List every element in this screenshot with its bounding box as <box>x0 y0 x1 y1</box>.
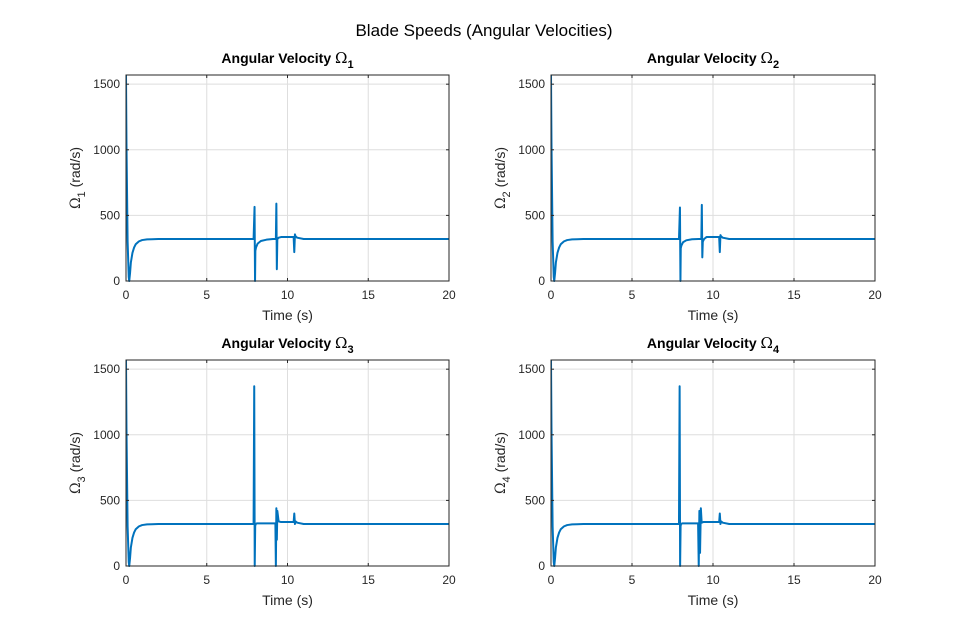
ylabel-subscript: 2 <box>501 191 513 197</box>
x-tick-label: 10 <box>706 288 720 302</box>
x-tick-label: 10 <box>281 573 295 587</box>
y-tick-label: 1000 <box>518 428 545 442</box>
x-tick-label: 0 <box>548 573 555 587</box>
omega-symbol: Ω <box>335 49 347 67</box>
x-axis-label: Time (s) <box>688 307 739 323</box>
y-tick-label: 500 <box>100 208 120 222</box>
x-tick-label: 5 <box>629 288 636 302</box>
x-axis-label: Time (s) <box>688 592 739 608</box>
ylabel-unit: (rad/s) <box>67 432 83 476</box>
ylabel-unit: (rad/s) <box>492 147 508 191</box>
ylabel-subscript: 3 <box>76 476 88 482</box>
ylabel-subscript: 1 <box>76 191 88 197</box>
title-subscript: 4 <box>773 344 780 356</box>
series-line-omega1 <box>126 74 449 282</box>
subplot-title: Angular Velocity Ω2 <box>647 49 779 71</box>
y-tick-label: 0 <box>538 274 545 288</box>
subplot-title: Angular Velocity Ω4 <box>647 334 780 356</box>
x-tick-label: 10 <box>706 573 720 587</box>
ylabel-unit: (rad/s) <box>492 432 508 476</box>
subplot-title-text: Angular Velocity <box>647 50 761 66</box>
x-tick-label: 20 <box>442 573 456 587</box>
ylabel-omega: Ω <box>68 197 84 209</box>
y-tick-label: 500 <box>525 493 545 507</box>
ylabel-omega: Ω <box>68 482 84 494</box>
y-tick-label: 1500 <box>518 362 545 376</box>
y-tick-label: 0 <box>538 559 545 573</box>
y-tick-label: 1500 <box>93 77 120 91</box>
omega-symbol: Ω <box>761 49 773 67</box>
x-tick-label: 5 <box>203 573 210 587</box>
x-tick-label: 20 <box>442 288 456 302</box>
subplot-title: Angular Velocity Ω1 <box>221 49 353 71</box>
x-tick-label: 20 <box>868 573 882 587</box>
x-tick-label: 0 <box>548 288 555 302</box>
title-subscript: 3 <box>347 344 353 356</box>
y-tick-label: 0 <box>113 559 120 573</box>
y-tick-label: 1000 <box>518 143 545 157</box>
y-tick-label: 1500 <box>518 77 545 91</box>
figure-title: Blade Speeds (Angular Velocities) <box>355 21 612 40</box>
y-axis-label: Ω3 (rad/s) <box>67 432 88 494</box>
subplot-title: Angular Velocity Ω3 <box>221 334 353 356</box>
y-tick-label: 500 <box>525 208 545 222</box>
x-tick-label: 15 <box>362 288 376 302</box>
y-tick-label: 1000 <box>93 428 120 442</box>
ylabel-subscript: 4 <box>501 476 513 482</box>
y-axis-label: Ω4 (rad/s) <box>492 432 513 494</box>
y-axis-label: Ω2 (rad/s) <box>492 147 513 209</box>
series-line-omega2 <box>551 74 875 282</box>
omega-symbol: Ω <box>335 334 347 352</box>
title-subscript: 2 <box>773 59 779 71</box>
x-axis-label: Time (s) <box>262 307 313 323</box>
omega-symbol: Ω <box>761 334 773 352</box>
x-tick-label: 0 <box>123 573 130 587</box>
x-tick-label: 5 <box>629 573 636 587</box>
ylabel-omega: Ω <box>493 197 509 209</box>
y-axis-label: Ω1 (rad/s) <box>67 147 88 209</box>
y-tick-label: 500 <box>100 493 120 507</box>
x-tick-label: 15 <box>362 573 376 587</box>
x-tick-label: 20 <box>868 288 882 302</box>
series-line-omega4 <box>551 359 875 567</box>
ylabel-unit: (rad/s) <box>67 147 83 191</box>
x-tick-label: 5 <box>203 288 210 302</box>
ylabel-omega: Ω <box>493 482 509 494</box>
title-subscript: 1 <box>347 59 353 71</box>
subplot-title-text: Angular Velocity <box>647 335 761 351</box>
x-tick-label: 15 <box>787 288 801 302</box>
x-tick-label: 0 <box>123 288 130 302</box>
y-tick-label: 0 <box>113 274 120 288</box>
subplot-title-text: Angular Velocity <box>221 50 335 66</box>
x-axis-label: Time (s) <box>262 592 313 608</box>
y-tick-label: 1000 <box>93 143 120 157</box>
subplot-title-text: Angular Velocity <box>221 335 335 351</box>
x-tick-label: 10 <box>281 288 295 302</box>
y-tick-label: 1500 <box>93 362 120 376</box>
x-tick-label: 15 <box>787 573 801 587</box>
series-line-omega3 <box>126 359 449 567</box>
